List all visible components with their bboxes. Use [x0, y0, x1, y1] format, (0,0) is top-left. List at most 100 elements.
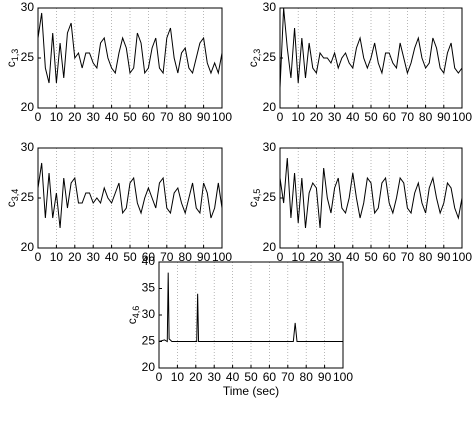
x-tick-label: 100: [333, 370, 353, 384]
x-tick-label: 0: [35, 250, 42, 264]
y-label-base: c: [246, 201, 260, 207]
y-tick-label: 25: [142, 334, 156, 348]
x-tick-label: 80: [179, 110, 193, 124]
x-tick-label: 20: [189, 370, 203, 384]
subplot: 0 10 20 30 40 50 60 70 80 90 100 20 25 30 c4,5: [246, 140, 472, 264]
axes-frame: [279, 7, 463, 109]
x-tick-label: 60: [383, 250, 397, 264]
y-label-base: c: [246, 61, 260, 67]
x-tick-label: 100: [452, 250, 472, 264]
x-tick-label: 50: [244, 370, 258, 384]
subplot: 0 10 20 30 40 50 60 70 80 90 100 20 25 30 c3,4: [4, 140, 232, 264]
x-tick-label: 70: [160, 250, 174, 264]
subplot: 0 10 20 30 40 50 60 70 80 90 100 20 25 30 c1,3: [4, 0, 232, 124]
axes-frame: [37, 147, 223, 249]
x-tick-label: 40: [346, 110, 360, 124]
x-tick-label: 50: [364, 250, 378, 264]
x-tick-label: 20: [310, 250, 324, 264]
axes-frame: [158, 261, 344, 369]
x-tick-label: 30: [328, 110, 342, 124]
x-tick-label: 70: [401, 110, 415, 124]
y-tick-label: 30: [142, 307, 156, 321]
data-line: [37, 12, 223, 84]
x-tick-label: 90: [197, 110, 211, 124]
axes-frame: [279, 147, 463, 249]
y-tick-label: 35: [142, 281, 156, 295]
x-tick-label: 60: [142, 110, 156, 124]
x-tick-label: 80: [419, 250, 433, 264]
x-tick-label: 60: [142, 250, 156, 264]
x-tick-label: 10: [50, 250, 64, 264]
x-tick-label: 10: [171, 370, 185, 384]
y-label-subscript: 4,5: [252, 189, 262, 202]
y-label-subscript: 2,3: [252, 49, 262, 62]
x-tick-label: 0: [277, 250, 284, 264]
x-tick-label: 0: [35, 110, 42, 124]
y-tick-label: 20: [21, 100, 35, 114]
subplot: 0 10 20 30 40 50 60 70 80 90 100 20 25 30 35 40 c4,6 Time…: [125, 254, 353, 398]
x-tick-label: 0: [277, 110, 284, 124]
x-tick-label: 40: [105, 250, 119, 264]
y-tick-label: 25: [263, 50, 277, 64]
data-line: [279, 157, 463, 229]
y-tick-label: 25: [263, 190, 277, 204]
x-tick-label: 100: [212, 250, 232, 264]
axes-frame: [37, 7, 223, 109]
y-tick-label: 30: [21, 140, 35, 154]
data-line: [279, 7, 463, 89]
y-tick-label: 30: [263, 0, 277, 14]
y-tick-label: 30: [263, 140, 277, 154]
x-tick-label: 60: [383, 110, 397, 124]
y-label-subscript: 1,3: [10, 49, 20, 62]
y-tick-label: 20: [263, 240, 277, 254]
x-tick-label: 70: [160, 110, 174, 124]
y-tick-label: 20: [263, 100, 277, 114]
x-tick-label: 70: [281, 370, 295, 384]
y-label-base: c: [125, 318, 139, 324]
x-tick-label: 10: [292, 250, 306, 264]
x-tick-label: 40: [105, 110, 119, 124]
x-tick-label: 80: [179, 250, 193, 264]
x-tick-label: 10: [292, 110, 306, 124]
x-tick-label: 50: [364, 110, 378, 124]
y-tick-label: 20: [21, 240, 35, 254]
x-tick-label: 80: [419, 110, 433, 124]
x-tick-label: 50: [123, 110, 137, 124]
data-line: [37, 162, 223, 229]
y-axis-label: c4,5: [246, 189, 262, 208]
y-tick-label: 20: [142, 360, 156, 374]
y-tick-label: 25: [21, 190, 35, 204]
x-tick-label: 20: [310, 110, 324, 124]
x-tick-label: 60: [263, 370, 277, 384]
x-tick-label: 30: [328, 250, 342, 264]
x-tick-label: 20: [68, 110, 82, 124]
x-tick-label: 90: [197, 250, 211, 264]
x-axis-label: Time (sec): [223, 384, 279, 398]
y-axis-label: c4,6: [125, 306, 141, 325]
data-line: [158, 272, 343, 343]
y-axis-label: c3,4: [4, 189, 20, 208]
y-tick-label: 25: [21, 50, 35, 64]
y-tick-label: 40: [142, 254, 156, 268]
x-tick-label: 40: [346, 250, 360, 264]
y-label-base: c: [4, 201, 18, 207]
x-tick-label: 100: [212, 110, 232, 124]
x-tick-label: 0: [156, 370, 163, 384]
x-tick-label: 30: [87, 250, 101, 264]
y-label-subscript: 4,6: [131, 306, 141, 319]
x-tick-label: 80: [300, 370, 314, 384]
x-tick-label: 20: [68, 250, 82, 264]
y-label-subscript: 3,4: [10, 189, 20, 202]
y-tick-label: 30: [21, 0, 35, 14]
x-tick-label: 70: [401, 250, 415, 264]
y-axis-label: c1,3: [4, 49, 20, 68]
x-tick-label: 40: [226, 370, 240, 384]
x-tick-label: 100: [452, 110, 472, 124]
x-tick-label: 90: [318, 370, 332, 384]
x-tick-label: 30: [87, 110, 101, 124]
subplot: 0 10 20 30 40 50 60 70 80 90 100 20 25 30 c2,3: [246, 0, 472, 124]
x-tick-label: 10: [50, 110, 64, 124]
x-tick-label: 90: [437, 250, 451, 264]
x-tick-label: 30: [208, 370, 222, 384]
